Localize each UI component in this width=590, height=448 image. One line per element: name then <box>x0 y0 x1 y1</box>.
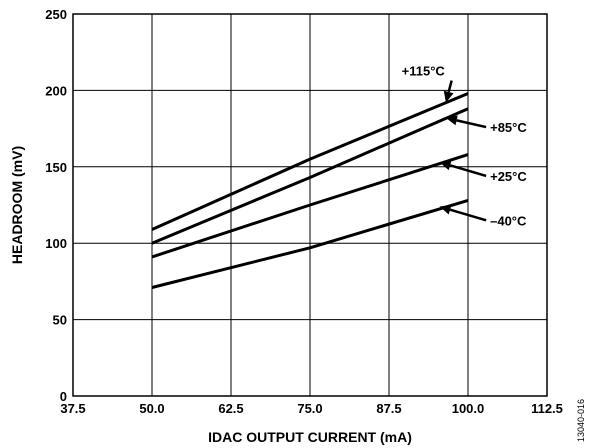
series-line-1 <box>151 107 469 245</box>
y-tick-label: 150 <box>45 160 67 175</box>
series-line-2 <box>151 153 469 259</box>
series-arrow-1 <box>456 119 487 129</box>
series-arrow-3 <box>449 208 487 222</box>
series-label-3: –40°C <box>490 213 527 228</box>
series-line-3 <box>151 198 469 289</box>
x-tick-label: 62.5 <box>218 401 243 416</box>
x-tick-label: 37.5 <box>60 401 85 416</box>
series-lines <box>151 92 469 289</box>
tick-labels: 37.5 50.0 62.5 75.0 87.5 100.0 112.5 0 50 100 150 2… <box>45 7 563 416</box>
x-tick-label: 100.0 <box>452 401 485 416</box>
x-tick-label: 50.0 <box>139 401 164 416</box>
series-label-0: +115°C <box>402 64 446 79</box>
series-label-1: +85°C <box>490 120 527 135</box>
series-arrow-2 <box>449 164 487 178</box>
series-arrow-0 <box>447 80 453 93</box>
series-annotations: +115°C +85°C +25°C –40°C <box>402 64 528 229</box>
x-tick-label: 112.5 <box>531 401 563 416</box>
series-line-0 <box>151 92 469 231</box>
series-arrowhead-3 <box>439 204 452 215</box>
series-arrowhead-1 <box>445 115 458 126</box>
series-label-2: +25°C <box>490 169 527 184</box>
x-tick-label: 75.0 <box>297 401 322 416</box>
y-tick-label: 0 <box>60 389 67 404</box>
x-tick-label: 87.5 <box>376 401 401 416</box>
y-tick-label: 200 <box>45 83 67 98</box>
figure-id: 13040-016 <box>576 399 586 442</box>
y-tick-label: 100 <box>45 236 67 251</box>
y-axis-title: HEADROOM (mV) <box>9 146 25 264</box>
series-arrowhead-2 <box>439 160 452 171</box>
plot-frame <box>72 13 548 397</box>
y-tick-label: 50 <box>53 313 67 328</box>
x-axis-title: IDAC OUTPUT CURRENT (mA) <box>208 429 412 445</box>
series-arrowhead-0 <box>443 90 454 103</box>
y-tick-label: 250 <box>45 7 67 22</box>
